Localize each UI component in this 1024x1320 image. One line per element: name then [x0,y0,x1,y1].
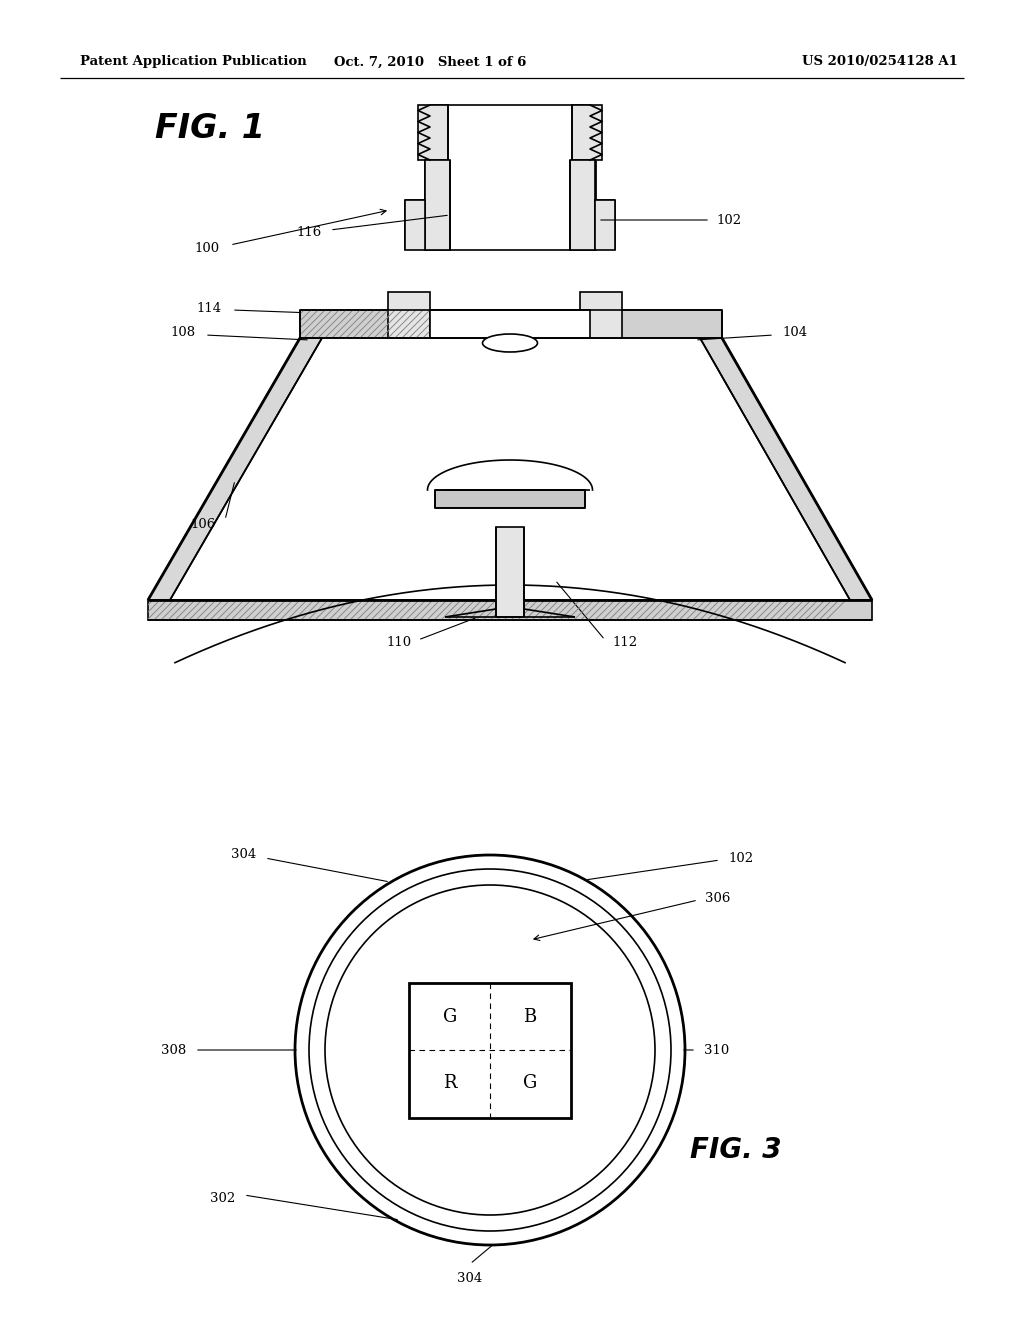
Polygon shape [496,527,524,616]
Polygon shape [570,160,595,249]
Text: R: R [443,1074,457,1092]
Polygon shape [148,338,322,601]
Polygon shape [572,106,602,160]
Text: 310: 310 [705,1044,729,1056]
Polygon shape [406,201,425,249]
Text: 116: 116 [297,226,322,239]
Text: 102: 102 [716,214,741,227]
Polygon shape [418,106,449,160]
Text: 302: 302 [210,1192,234,1204]
Text: 114: 114 [197,301,222,314]
Text: Patent Application Publication: Patent Application Publication [80,55,307,69]
Polygon shape [430,310,590,338]
Text: G: G [523,1074,538,1092]
Text: G: G [442,1008,457,1026]
Polygon shape [595,201,615,249]
Text: 108: 108 [171,326,196,339]
Text: 306: 306 [705,891,730,904]
Text: FIG. 1: FIG. 1 [155,111,265,144]
Text: 304: 304 [458,1272,482,1284]
Text: 104: 104 [782,326,807,339]
Text: 308: 308 [161,1044,186,1056]
Text: 304: 304 [230,849,256,862]
Bar [409,983,571,1118]
Polygon shape [388,292,430,338]
Text: 100: 100 [195,242,220,255]
Text: 112: 112 [612,636,637,649]
Ellipse shape [482,334,538,352]
Text: FIG. 3: FIG. 3 [690,1137,781,1164]
Polygon shape [700,338,872,601]
Text: 106: 106 [190,519,216,532]
Text: US 2010/0254128 A1: US 2010/0254128 A1 [802,55,957,69]
Polygon shape [300,310,722,338]
Text: 110: 110 [387,636,412,649]
Text: 102: 102 [728,851,753,865]
Polygon shape [148,601,872,620]
Text: B: B [523,1008,537,1026]
Text: Oct. 7, 2010   Sheet 1 of 6: Oct. 7, 2010 Sheet 1 of 6 [334,55,526,69]
Polygon shape [425,160,450,249]
Polygon shape [580,292,622,338]
Polygon shape [435,490,585,508]
